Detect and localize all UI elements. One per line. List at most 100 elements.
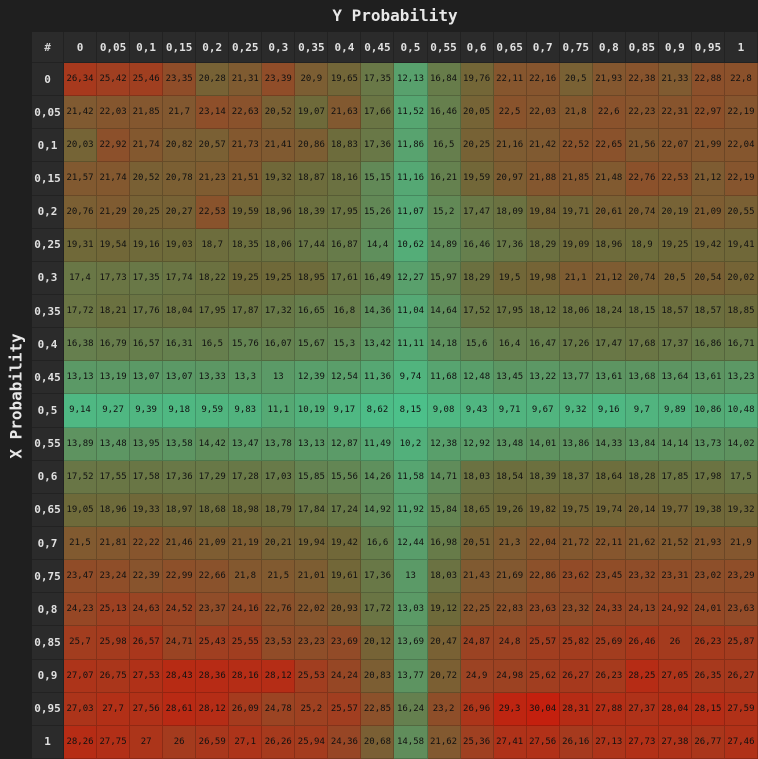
heatmap-cell: 21,43 <box>460 560 494 594</box>
heatmap-cell: 21,8 <box>559 96 593 130</box>
heatmap-cell: 19,03 <box>163 228 197 262</box>
heatmap-cell: 26,57 <box>130 626 164 660</box>
heatmap-cell: 13,68 <box>625 361 659 395</box>
heatmap-cell: 24,8 <box>493 626 527 660</box>
column-header: 0 <box>64 32 98 63</box>
heatmap-cell: 23,37 <box>196 593 230 627</box>
heatmap-cell: 22,11 <box>592 526 626 561</box>
heatmap-cell: 16,4 <box>493 328 527 362</box>
heatmap-cell: 20,61 <box>592 195 626 229</box>
heatmap-cell: 22,04 <box>724 129 758 163</box>
row-header: 0,7 <box>32 526 64 561</box>
heatmap-cell: 11,52 <box>394 96 428 130</box>
heatmap-cell: 24,87 <box>460 626 494 660</box>
heatmap-cell: 21,31 <box>229 63 263 97</box>
heatmap-cell: 13 <box>394 560 428 594</box>
heatmap-cell: 9,67 <box>526 394 560 428</box>
heatmap-cell: 9,59 <box>196 394 230 428</box>
heatmap-cell: 18,15 <box>625 294 659 329</box>
heatmap-cell: 21,74 <box>97 162 131 196</box>
heatmap-cell: 21,8 <box>229 560 263 594</box>
heatmap-cell: 22,02 <box>295 593 329 627</box>
heatmap-cell: 22,99 <box>163 560 197 594</box>
heatmap-cell: 25,87 <box>724 626 758 660</box>
heatmap-cell: 16,57 <box>130 328 164 362</box>
heatmap-cell: 17,73 <box>97 261 131 295</box>
y-axis-title: Y Probability <box>332 6 458 25</box>
heatmap-cell: 27,37 <box>625 692 659 726</box>
heatmap-cell: 17,68 <box>625 328 659 362</box>
heatmap-cell: 19,26 <box>493 493 527 527</box>
heatmap-cell: 16,24 <box>394 692 428 726</box>
heatmap-cell: 25,53 <box>295 659 329 693</box>
heatmap-cell: 11,11 <box>394 328 428 362</box>
heatmap-cell: 21,46 <box>163 526 197 561</box>
column-header: 0,9 <box>658 32 692 63</box>
heatmap-cell: 19,16 <box>130 228 164 262</box>
heatmap-cell: 21,23 <box>196 162 230 196</box>
heatmap-cell: 23,35 <box>163 63 197 97</box>
heatmap-cell: 18,39 <box>295 195 329 229</box>
heatmap-cell: 18,37 <box>559 460 593 494</box>
heatmap-cell: 19,42 <box>691 228 725 262</box>
heatmap-cell: 20,12 <box>361 626 395 660</box>
heatmap-cell: 9,89 <box>658 394 692 428</box>
heatmap-cell: 17,47 <box>592 328 626 362</box>
heatmap-cell: 23,63 <box>724 593 758 627</box>
heatmap-cell: 27,56 <box>130 692 164 726</box>
heatmap-cell: 14,71 <box>427 460 461 494</box>
heatmap-cell: 9,32 <box>559 394 593 428</box>
heatmap-cell: 20,72 <box>427 659 461 693</box>
row-header: 0,9 <box>32 659 64 693</box>
heatmap-cell: 11,16 <box>394 162 428 196</box>
heatmap-cell: 10,19 <box>295 394 329 428</box>
heatmap-cell: 18,87 <box>295 162 329 196</box>
column-header: 0,85 <box>625 32 659 63</box>
heatmap-cell: 17,85 <box>658 460 692 494</box>
heatmap-cell: 18,83 <box>328 129 362 163</box>
heatmap-cell: 21,5 <box>262 560 296 594</box>
heatmap-cell: 16,71 <box>724 328 758 362</box>
heatmap-cell: 25,57 <box>328 692 362 726</box>
heatmap-cell: 27,41 <box>493 725 527 759</box>
heatmap-cell: 21,62 <box>625 526 659 561</box>
heatmap-cell: 21,69 <box>493 560 527 594</box>
heatmap-cell: 20,57 <box>196 129 230 163</box>
heatmap-cell: 9,18 <box>163 394 197 428</box>
heatmap-cell: 24,9 <box>460 659 494 693</box>
heatmap-cell: 28,25 <box>625 659 659 693</box>
heatmap-cell: 24,78 <box>262 692 296 726</box>
heatmap-cell: 21,72 <box>559 526 593 561</box>
heatmap-cell: 22,76 <box>262 593 296 627</box>
heatmap-cell: 19,12 <box>427 593 461 627</box>
heatmap-cell: 15,6 <box>460 328 494 362</box>
heatmap-cell: 26,77 <box>691 725 725 759</box>
heatmap-cell: 22,66 <box>196 560 230 594</box>
heatmap-cell: 12,87 <box>328 427 362 461</box>
heatmap-cell: 17,24 <box>328 493 362 527</box>
column-header: 0,5 <box>394 32 428 63</box>
heatmap-cell: 23,32 <box>625 560 659 594</box>
heatmap-cell: 17,36 <box>361 129 395 163</box>
column-header: 0,4 <box>328 32 362 63</box>
heatmap-cell: 18,7 <box>196 228 230 262</box>
heatmap-cell: 14,42 <box>196 427 230 461</box>
heatmap-cell: 17,35 <box>361 63 395 97</box>
heatmap-cell: 9,14 <box>64 394 98 428</box>
heatmap-cell: 21,74 <box>130 129 164 163</box>
heatmap-cell: 27,56 <box>526 725 560 759</box>
heatmap-cell: 16,5 <box>427 129 461 163</box>
heatmap-cell: 15,85 <box>295 460 329 494</box>
row-header: 0 <box>32 63 64 97</box>
heatmap-cell: 23,39 <box>262 63 296 97</box>
heatmap-grid: #0 0,05 0,1 0,15 0,2 0,25 0,3 0,35 0,4 0,45 0,5 0,5… <box>32 32 758 759</box>
heatmap-cell: 18,79 <box>262 493 296 527</box>
heatmap-cell: 11,1 <box>262 394 296 428</box>
heatmap-cell: 10,62 <box>394 228 428 262</box>
heatmap-cell: 25,98 <box>97 626 131 660</box>
heatmap-cell: 19,54 <box>97 228 131 262</box>
heatmap-cell: 15,3 <box>328 328 362 362</box>
heatmap-cell: 19,33 <box>130 493 164 527</box>
heatmap-cell: 15,15 <box>361 162 395 196</box>
heatmap-cell: 19,25 <box>658 228 692 262</box>
